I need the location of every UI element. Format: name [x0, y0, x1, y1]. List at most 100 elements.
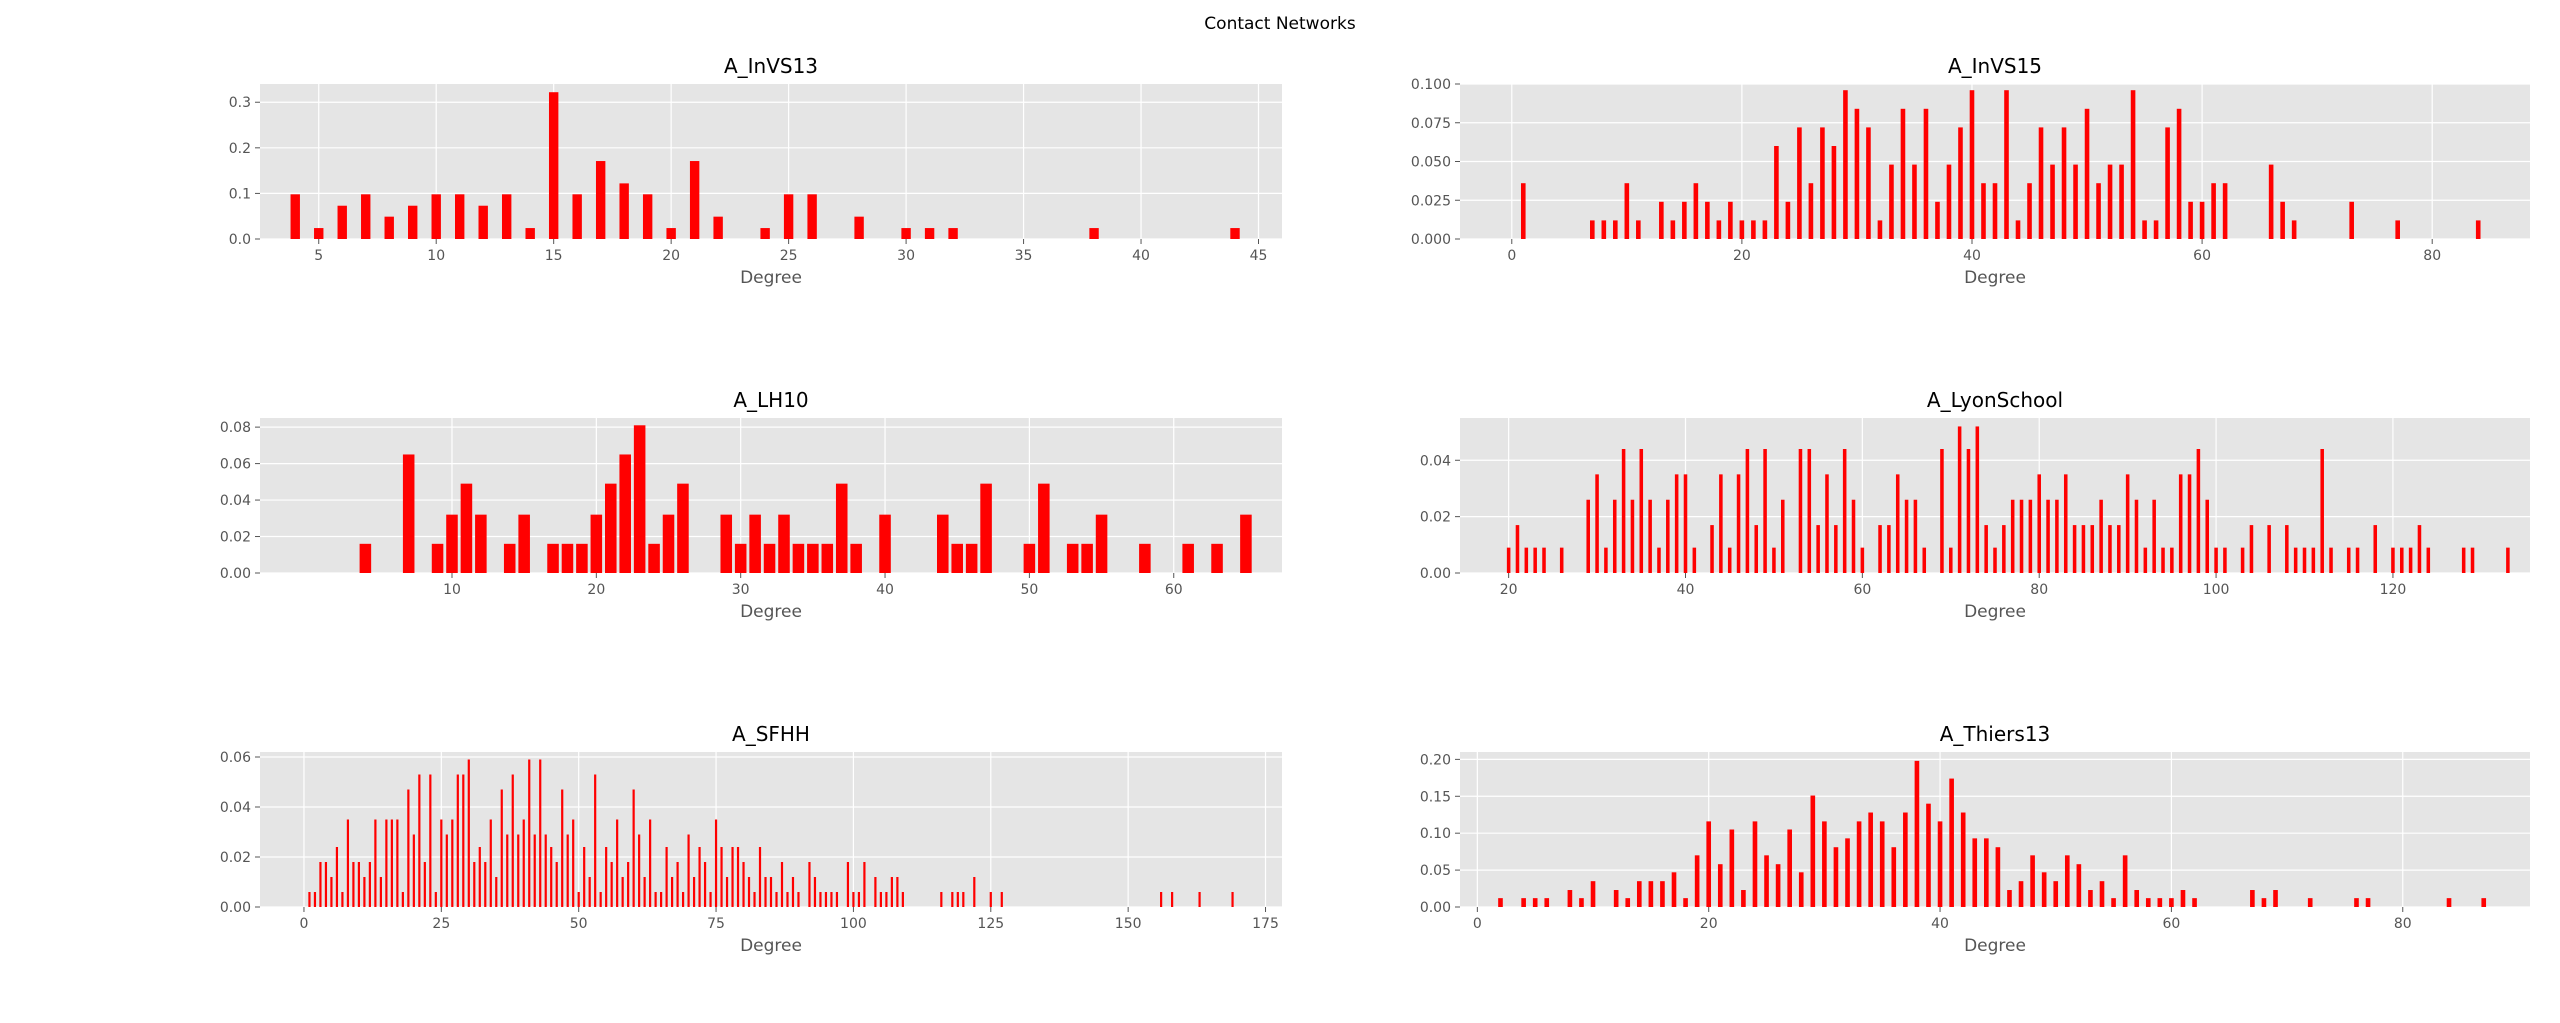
x-tick-label: 5	[314, 248, 323, 264]
bar	[324, 862, 328, 907]
bar	[2088, 890, 2093, 907]
bar	[407, 789, 410, 907]
bar	[1590, 220, 1595, 239]
bar	[734, 543, 747, 573]
x-axis-label: Degree	[740, 602, 802, 622]
x-tick-label: 60	[1853, 582, 1871, 598]
bar	[725, 877, 729, 907]
bar	[621, 877, 624, 907]
bar	[1095, 514, 1108, 573]
bar	[2320, 449, 2324, 573]
bar	[2223, 547, 2227, 573]
bar	[2408, 547, 2413, 573]
y-tick-label: 0.06	[220, 750, 251, 766]
bar	[1706, 821, 1712, 907]
bar	[1975, 426, 1980, 573]
bar	[319, 862, 322, 907]
bar	[423, 862, 426, 907]
bar	[850, 543, 862, 573]
bar	[2142, 220, 2147, 239]
bar	[2081, 525, 2086, 573]
y-tick-label: 0.06	[220, 457, 251, 473]
bar	[501, 194, 512, 239]
bar	[1000, 892, 1003, 907]
figure-title: Contact Networks	[1204, 14, 1356, 34]
x-tick-label: 60	[2162, 916, 2180, 932]
bar	[1834, 525, 1838, 573]
y-tick-label: 0.02	[220, 530, 251, 546]
bar	[2346, 547, 2351, 573]
bar	[533, 834, 536, 907]
x-tick-label: 50	[1020, 582, 1038, 598]
plot-background	[260, 84, 1282, 239]
bar	[760, 228, 770, 239]
bar	[374, 819, 377, 907]
x-tick-label: 80	[2030, 582, 2048, 598]
bar	[1914, 760, 1920, 907]
bar	[1240, 514, 1252, 573]
bar	[561, 789, 564, 907]
bar	[1775, 864, 1781, 907]
bar	[638, 834, 641, 907]
bar	[1630, 499, 1635, 573]
bar	[924, 228, 935, 239]
bar	[2134, 499, 2139, 573]
bar	[778, 514, 790, 573]
bar	[874, 877, 877, 907]
bar	[2285, 525, 2289, 573]
bar	[2426, 547, 2431, 573]
bar	[1745, 449, 1750, 573]
bar	[2053, 881, 2059, 907]
bar	[595, 161, 606, 239]
bar	[830, 892, 833, 907]
bar	[2267, 525, 2271, 573]
bar	[346, 819, 350, 907]
bar	[1995, 847, 2001, 907]
bar	[1182, 543, 1194, 573]
bar	[2187, 474, 2192, 573]
bar	[590, 514, 603, 573]
bar	[605, 483, 617, 573]
bar	[1613, 220, 1618, 239]
bar	[2038, 127, 2044, 239]
bar	[835, 892, 839, 907]
panel-a-sfhh: 0.00 0.02 0.04 0.06 0 25 50 75 100 125 150 175 A_SFH…	[220, 722, 1282, 956]
bar	[1866, 127, 1871, 239]
bar	[1710, 525, 1714, 573]
bar	[2475, 220, 2481, 239]
bar	[1878, 525, 1882, 573]
x-axis-label: Degree	[740, 936, 802, 956]
panel-title: A_LH10	[733, 388, 808, 412]
bar	[1613, 890, 1619, 907]
bar	[709, 892, 712, 907]
bar	[2130, 90, 2136, 239]
bar	[402, 454, 415, 573]
x-tick-label: 25	[432, 916, 450, 932]
bar	[846, 862, 850, 907]
bar	[2099, 499, 2103, 573]
x-tick-label: 0	[1473, 916, 1482, 932]
bar	[1851, 499, 1856, 573]
bar	[1923, 108, 1929, 239]
bar	[1822, 821, 1827, 907]
bar	[1972, 838, 1978, 907]
bar	[522, 819, 525, 907]
bar	[308, 892, 311, 907]
bar	[2192, 898, 2197, 907]
bar	[2293, 547, 2298, 573]
bar	[1922, 547, 1927, 573]
bar	[2214, 547, 2218, 573]
bar	[1544, 898, 1550, 907]
bar	[2373, 525, 2378, 573]
bar	[2211, 183, 2216, 239]
bar	[1729, 829, 1735, 907]
bar	[1820, 127, 1825, 239]
x-axis-label: Degree	[1964, 268, 2026, 288]
bar	[879, 892, 882, 907]
bar	[511, 774, 514, 907]
bar	[863, 862, 866, 907]
x-tick-label: 45	[1250, 248, 1268, 264]
bar	[1900, 108, 1906, 239]
bar	[2041, 872, 2047, 907]
bar	[1913, 499, 1918, 573]
